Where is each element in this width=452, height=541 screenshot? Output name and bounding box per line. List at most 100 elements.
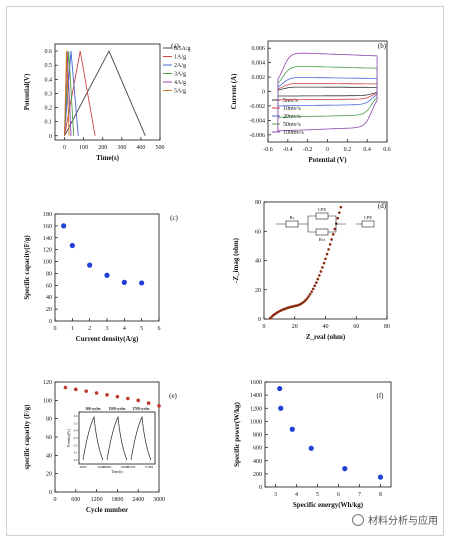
y-tick-label: -0.002: [250, 104, 266, 110]
x-tick-label: 600: [71, 497, 80, 503]
x-tick-label: -0.4: [283, 147, 293, 153]
y-tick-label: 60: [46, 283, 52, 289]
legend-entry: 10mv/s: [283, 106, 301, 112]
x-tick-label: 7: [358, 492, 361, 498]
data-point: [63, 385, 68, 390]
y-tick-label: 0: [49, 134, 52, 140]
x-tick-label: 300: [117, 145, 126, 151]
panel-label: (f): [377, 392, 385, 400]
x-tick-label: 200: [98, 145, 107, 151]
series-line: [277, 52, 378, 132]
y-tick-label: 0.1: [45, 120, 53, 126]
x-tick-label: 4: [295, 492, 298, 498]
plot-frame: [54, 43, 161, 141]
data-point: [304, 298, 307, 302]
x-tick-label: 1800: [111, 497, 123, 503]
plot-frame: [264, 381, 392, 488]
data-point: [314, 281, 318, 284]
data-point: [333, 227, 337, 231]
data-point: [308, 292, 312, 296]
y-tick-label: 0.2: [45, 106, 53, 112]
y-axis-label: Potential(V): [23, 73, 31, 110]
panel-label: (a): [171, 42, 179, 50]
x-tick-label: 2: [88, 326, 91, 332]
data-point: [94, 391, 99, 395]
y-tick-label: -0.006: [250, 133, 266, 139]
y-tick-label: 80: [255, 200, 261, 206]
data-point: [328, 243, 332, 246]
inset-curve: [130, 415, 152, 461]
data-point: [104, 272, 110, 278]
inset-plot: 300 cycles 1500 cycles 2700 cycles 0.0 0.1 0.…: [67, 407, 156, 474]
x-tick-label: -0.2: [303, 147, 313, 153]
y-tick-label: 800: [253, 433, 262, 439]
inset-y-tick-label: 0.0: [74, 458, 78, 462]
y-tick-label: 0.5: [45, 63, 53, 69]
x-tick-label: 1200: [91, 497, 103, 503]
panel-d: 0 20 40 60 80 0 20 40 60 80 Z_real (ohm) -Z_imag (o…: [232, 200, 390, 341]
data-point: [322, 261, 326, 265]
x-tick-label: 0: [63, 145, 66, 151]
data-point: [87, 262, 93, 268]
data-point: [327, 248, 330, 251]
inset-y-tick-label: 0.5: [74, 421, 78, 425]
x-tick-label: 5: [140, 326, 143, 332]
x-axis-label: Potential (V): [308, 156, 347, 164]
y-axis-label: -Z_imag (ohm): [232, 237, 240, 283]
data-point: [313, 284, 317, 288]
x-tick-label: 0: [263, 324, 266, 330]
x-tick-label: 0.4: [363, 147, 371, 153]
inset-x-tick-label: 44800: [80, 466, 88, 469]
x-tick-label: 400: [136, 145, 145, 151]
data-point: [336, 216, 340, 220]
cpe-element-2: [361, 220, 375, 228]
data-point: [310, 290, 313, 293]
data-point: [136, 398, 140, 403]
plot-frame: [54, 213, 160, 322]
data-point: [105, 393, 109, 397]
legend-entry: 1A/g: [174, 55, 186, 61]
inset-y-tick-label: 0.2: [74, 443, 78, 447]
x-tick-label: 0: [54, 326, 57, 332]
x-tick-label: 60: [353, 324, 359, 330]
y-tick-label: 600: [253, 446, 262, 452]
legend-entry: 5mv/s: [283, 98, 298, 104]
x-tick-label: 3: [106, 326, 109, 332]
panel-b: -0.6 -0.4 -0.2 0 0.2 0.4 0.6 -0.006 -0.004 -0.002…: [230, 40, 391, 164]
x-tick-label: 0: [54, 497, 57, 503]
data-point: [146, 401, 151, 405]
legend-entry: 5A/g: [174, 89, 186, 95]
y-tick-label: 1200: [250, 406, 262, 412]
data-point: [278, 405, 284, 411]
y-tick-label: -0.004: [250, 118, 266, 124]
y-tick-label: 1000: [250, 419, 262, 425]
circuit-label: Rs: [290, 215, 295, 220]
inset-curve: [106, 415, 128, 461]
data-point: [319, 270, 323, 273]
y-tick-label: 400: [253, 459, 262, 465]
circuit-label: CPE: [318, 207, 327, 212]
resistor-rs: [285, 220, 299, 228]
y-tick-label: 20: [255, 288, 261, 294]
series-line: [64, 51, 79, 136]
x-tick-label: 100: [79, 145, 88, 151]
panel-label: (d): [378, 202, 387, 210]
x-tick-label: 2400: [132, 497, 144, 503]
data-point: [342, 466, 348, 472]
inset-x-tick-label: 44400: [98, 466, 106, 469]
data-point: [74, 387, 78, 392]
data-point: [331, 233, 335, 236]
inset-cycle-label: 2700 cycles: [132, 407, 150, 411]
y-tick-label: 0.002: [252, 75, 266, 81]
panel-label: (e): [169, 392, 177, 400]
legend-entry: 3A/g: [174, 72, 186, 78]
y-tick-label: 0.4: [45, 77, 53, 83]
inset-curve: [82, 415, 104, 461]
y-tick-label: 0.3: [45, 91, 53, 97]
panel-label: (b): [378, 42, 387, 50]
y-tick-label: 0.006: [252, 46, 266, 52]
cpe-element: [315, 212, 329, 220]
x-tick-label: 6: [158, 326, 161, 332]
y-tick-label: 120: [43, 380, 52, 386]
data-point: [339, 205, 343, 209]
